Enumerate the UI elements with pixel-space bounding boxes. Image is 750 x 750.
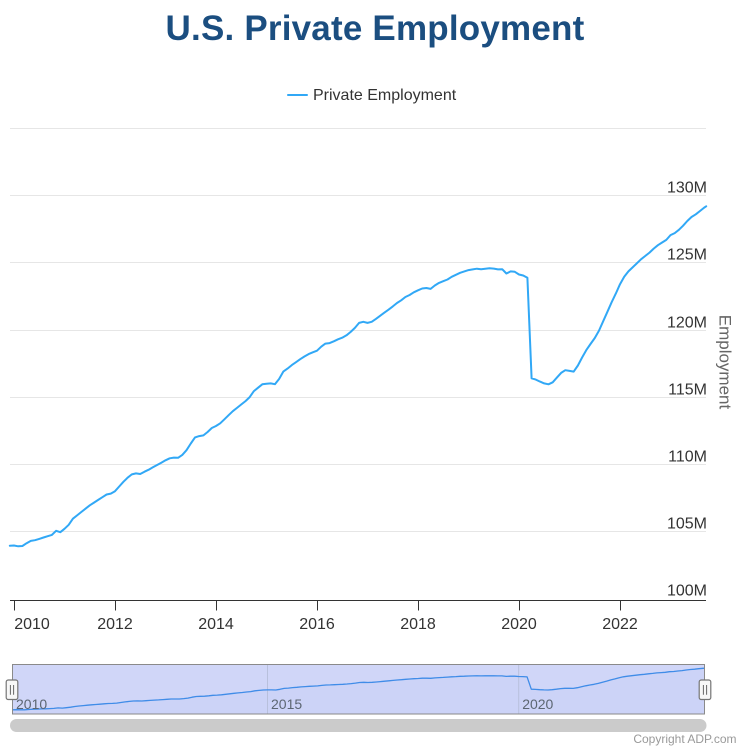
- svg-text:2014: 2014: [198, 616, 234, 633]
- svg-text:100M: 100M: [667, 583, 707, 600]
- svg-text:2010: 2010: [16, 696, 47, 712]
- svg-text:2016: 2016: [299, 616, 335, 633]
- svg-text:2012: 2012: [97, 616, 133, 633]
- svg-text:2020: 2020: [522, 696, 553, 712]
- svg-text:120M: 120M: [667, 315, 707, 332]
- svg-text:Employment: Employment: [716, 315, 735, 410]
- svg-text:130M: 130M: [667, 180, 707, 197]
- svg-text:2010: 2010: [14, 616, 50, 633]
- svg-text:Copyright ADP.com: Copyright ADP.com: [633, 732, 736, 746]
- svg-text:125M: 125M: [667, 247, 707, 264]
- svg-text:110M: 110M: [668, 449, 707, 466]
- svg-text:2022: 2022: [602, 616, 638, 633]
- svg-text:105M: 105M: [667, 516, 707, 533]
- svg-text:2018: 2018: [400, 616, 436, 633]
- svg-text:115M: 115M: [668, 382, 707, 399]
- svg-text:2015: 2015: [271, 696, 302, 712]
- svg-text:2020: 2020: [501, 616, 537, 633]
